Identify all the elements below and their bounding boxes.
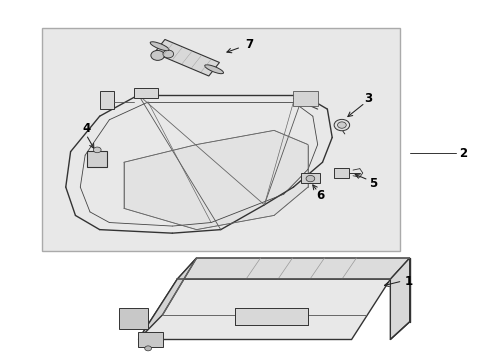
Text: 7: 7 bbox=[245, 38, 253, 51]
Circle shape bbox=[306, 175, 315, 182]
Circle shape bbox=[94, 147, 101, 153]
FancyBboxPatch shape bbox=[87, 150, 107, 167]
Text: 2: 2 bbox=[459, 147, 467, 160]
Polygon shape bbox=[99, 91, 114, 109]
Text: 1: 1 bbox=[405, 275, 413, 288]
Circle shape bbox=[145, 346, 151, 351]
Polygon shape bbox=[138, 258, 196, 339]
Text: 4: 4 bbox=[82, 122, 90, 135]
Polygon shape bbox=[177, 258, 410, 279]
Polygon shape bbox=[391, 258, 410, 339]
FancyBboxPatch shape bbox=[42, 28, 400, 251]
Polygon shape bbox=[154, 40, 220, 76]
Circle shape bbox=[338, 122, 346, 128]
Text: 3: 3 bbox=[365, 92, 372, 105]
Polygon shape bbox=[235, 307, 308, 325]
Polygon shape bbox=[124, 130, 308, 230]
Circle shape bbox=[163, 50, 173, 58]
Ellipse shape bbox=[205, 65, 223, 74]
Polygon shape bbox=[119, 307, 148, 329]
Text: 5: 5 bbox=[369, 177, 377, 190]
Ellipse shape bbox=[150, 42, 169, 51]
FancyBboxPatch shape bbox=[301, 173, 320, 183]
Circle shape bbox=[334, 120, 350, 131]
Circle shape bbox=[151, 50, 165, 60]
Text: 6: 6 bbox=[316, 189, 324, 202]
Polygon shape bbox=[134, 88, 158, 99]
Polygon shape bbox=[138, 332, 163, 347]
FancyBboxPatch shape bbox=[294, 91, 318, 105]
FancyBboxPatch shape bbox=[334, 168, 349, 178]
Polygon shape bbox=[138, 279, 391, 339]
